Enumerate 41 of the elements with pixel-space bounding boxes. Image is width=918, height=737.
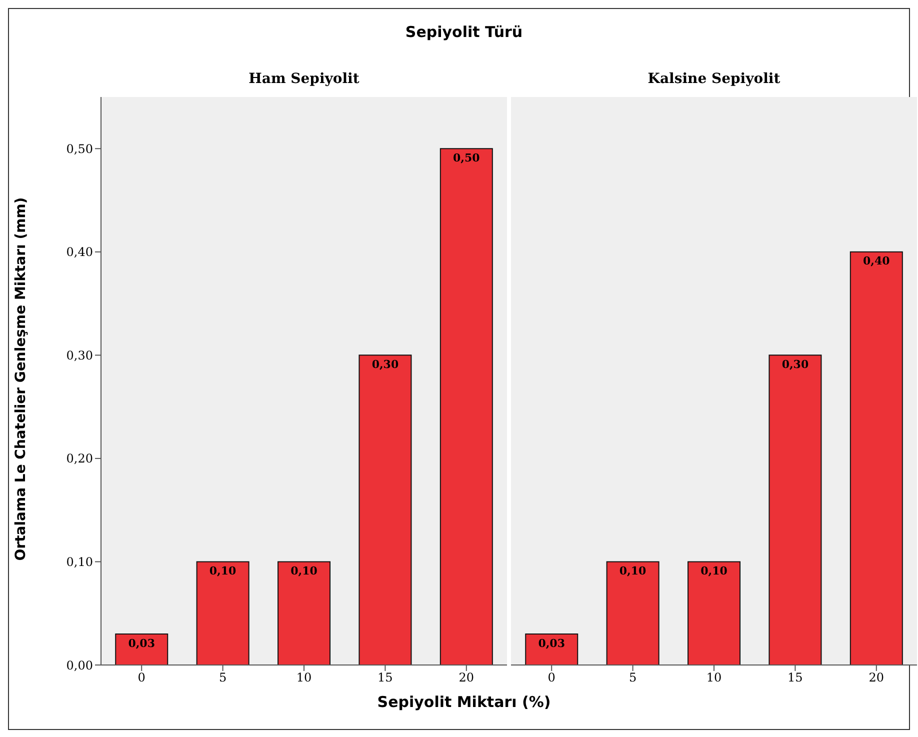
data-label: 0,30 bbox=[372, 358, 399, 371]
x-tick-label: 20 bbox=[868, 670, 884, 685]
x-axis-title: Sepiyolit Miktarı (%) bbox=[376, 693, 552, 711]
x-tick-label: 20 bbox=[458, 670, 474, 685]
y-tick-label: 0,30 bbox=[66, 348, 93, 362]
bar bbox=[768, 354, 822, 665]
x-tick-label: 15 bbox=[378, 670, 393, 685]
bar bbox=[440, 148, 493, 665]
y-tick-label: 0,10 bbox=[66, 554, 93, 569]
bar bbox=[606, 561, 660, 665]
bar bbox=[525, 634, 578, 665]
y-axis-title: Ortalama Le Chatelier Genleşme Miktarı (mm) bbox=[13, 196, 29, 563]
chart-title: Kalsine Sepiyolit bbox=[646, 71, 782, 87]
bar bbox=[278, 561, 331, 665]
y-tick-label: 0,20 bbox=[66, 452, 93, 466]
bar bbox=[850, 251, 903, 665]
data-label: 0,03 bbox=[538, 636, 566, 650]
x-tick-label: 0 bbox=[548, 670, 556, 685]
data-label: 0,10 bbox=[619, 564, 647, 578]
bar bbox=[688, 561, 741, 665]
data-label: 0,30 bbox=[782, 358, 809, 371]
data-label: 0,10 bbox=[290, 564, 318, 578]
y-tick-label: 0,00 bbox=[66, 658, 93, 672]
text: Sepiyolit Türü bbox=[404, 23, 524, 41]
x-tick-label: 15 bbox=[788, 670, 803, 685]
x-tick-label: 0 bbox=[138, 670, 146, 685]
data-label: 0,03 bbox=[128, 636, 156, 650]
x-tick-label: 10 bbox=[706, 670, 722, 685]
data-label: 0,10 bbox=[209, 564, 237, 578]
data-label: 0,50 bbox=[453, 151, 480, 164]
x-tick-label: 5 bbox=[218, 670, 227, 685]
y-tick-label: 0,40 bbox=[66, 245, 93, 260]
x-tick-label: 10 bbox=[296, 670, 312, 685]
bar bbox=[115, 634, 168, 665]
chart-title: Ham Sepiyolit bbox=[248, 71, 360, 87]
bar bbox=[358, 354, 412, 665]
data-label: 0,10 bbox=[700, 564, 728, 578]
bar bbox=[196, 561, 250, 665]
x-tick-label: 5 bbox=[628, 670, 637, 685]
y-tick-label: 0,50 bbox=[66, 142, 93, 156]
data-label: 0,40 bbox=[863, 254, 890, 268]
